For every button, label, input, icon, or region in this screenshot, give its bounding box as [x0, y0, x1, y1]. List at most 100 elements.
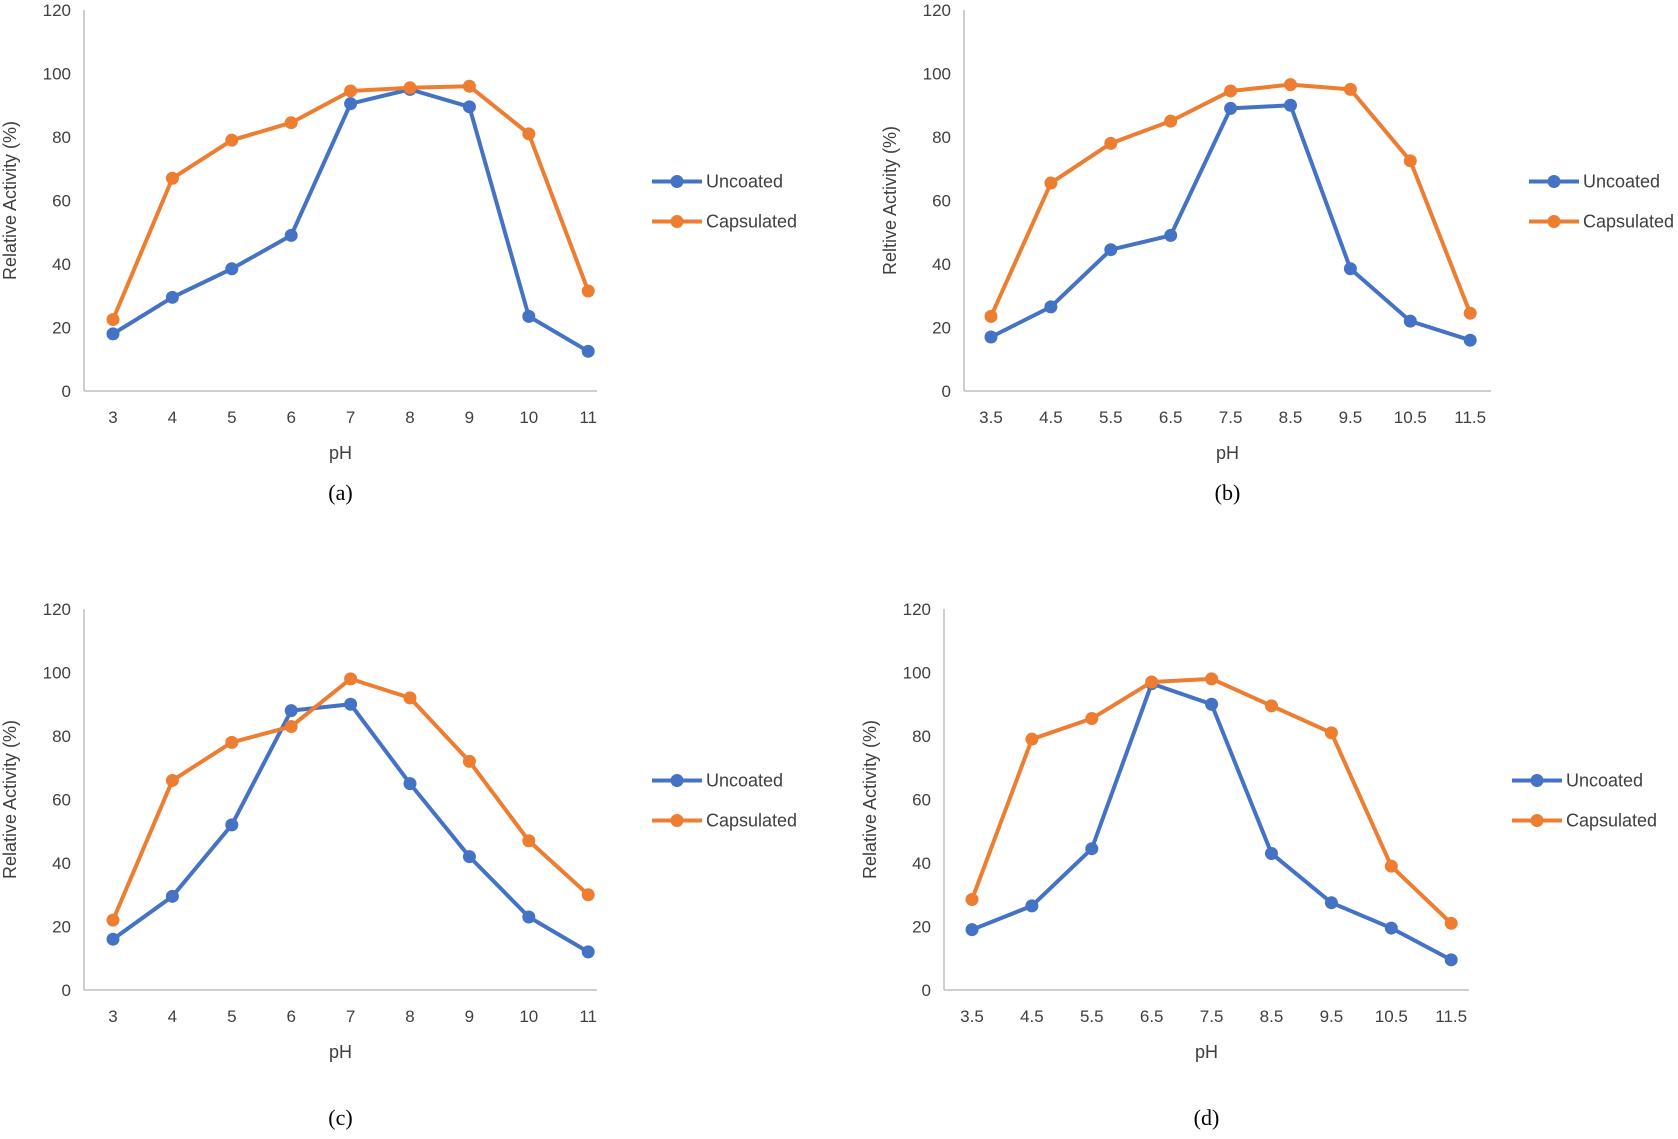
- legend-label-uncoated: Uncoated: [706, 172, 783, 192]
- y-tick-label: 20: [52, 319, 71, 338]
- data-point-capsulated: [522, 127, 536, 141]
- data-point-capsulated: [1205, 672, 1219, 686]
- x-tick-label: 11: [579, 408, 597, 427]
- data-point-uncoated: [106, 932, 120, 946]
- y-tick-label: 0: [922, 981, 931, 1000]
- y-tick-label: 120: [923, 1, 951, 20]
- data-point-uncoated: [284, 228, 298, 242]
- x-tick-label: 4.5: [1020, 1007, 1044, 1026]
- data-point-uncoated: [965, 923, 979, 937]
- y-axis-title: Relative Activity (%): [0, 720, 20, 879]
- series-line-uncoated: [111, 87, 590, 354]
- data-point-uncoated: [1463, 333, 1477, 347]
- data-point-uncoated: [1384, 921, 1398, 935]
- y-tick-label: 40: [52, 854, 71, 873]
- panel-caption: (d): [1194, 1105, 1220, 1130]
- data-point-uncoated: [462, 850, 476, 864]
- data-point-uncoated: [581, 945, 595, 959]
- x-tick-label: 8: [405, 1007, 414, 1026]
- data-point-uncoated: [462, 100, 476, 114]
- data-point-uncoated: [1085, 842, 1099, 856]
- y-tick-label: 40: [52, 255, 71, 274]
- legend-label-uncoated: Uncoated: [1566, 771, 1643, 791]
- y-tick-label: 100: [43, 65, 71, 84]
- series-line-capsulated: [989, 82, 1473, 318]
- x-tick-label: 6: [286, 1007, 295, 1026]
- data-point-uncoated: [1164, 228, 1178, 242]
- x-tick-label: 6: [286, 408, 295, 427]
- chart-panel-d: 0 20 40 60 80 100 120 3.5 4.5 5.5 6.5 7.5 8.5 9.5 10.5…: [860, 600, 1657, 1130]
- data-point-capsulated: [165, 171, 179, 185]
- data-point-uncoated: [1044, 300, 1058, 314]
- data-point-uncoated: [1284, 98, 1297, 112]
- legend-marker-capsulated: [1530, 814, 1544, 827]
- x-tick-label: 11: [579, 1007, 597, 1026]
- y-tick-label: 60: [932, 192, 951, 211]
- data-point-capsulated: [581, 284, 595, 298]
- data-point-uncoated: [165, 889, 179, 903]
- data-point-capsulated: [344, 84, 358, 98]
- panel-caption: (b): [1215, 480, 1241, 505]
- legend-marker-uncoated: [1530, 774, 1544, 787]
- data-point-capsulated: [1444, 916, 1458, 930]
- y-tick-label: 100: [43, 664, 71, 683]
- legend-label-capsulated: Capsulated: [706, 212, 797, 232]
- x-tick-label: 5: [227, 1007, 236, 1026]
- y-tick-label: 0: [942, 382, 951, 401]
- legend-marker-capsulated: [670, 814, 684, 827]
- data-point-capsulated: [284, 116, 298, 130]
- x-tick-label: 3: [108, 408, 117, 427]
- data-point-uncoated: [344, 697, 358, 711]
- x-tick-label: 3.5: [960, 1007, 984, 1026]
- y-tick-label: 120: [43, 600, 71, 619]
- x-tick-label: 10: [519, 1007, 538, 1026]
- chart-panel-a: 0 20 40 60 80 100 120 3 4 5 6 7 8 9 10 11 pH Relative Act…: [0, 1, 797, 505]
- y-axis-title: Relative Activity (%): [860, 720, 880, 879]
- data-point-uncoated: [1343, 262, 1357, 276]
- legend-marker-uncoated: [670, 175, 684, 188]
- data-point-capsulated: [1324, 726, 1338, 740]
- data-point-uncoated: [106, 327, 120, 341]
- series-line-capsulated: [970, 676, 1453, 925]
- data-point-capsulated: [581, 888, 595, 902]
- data-point-capsulated: [106, 313, 120, 327]
- data-point-capsulated: [522, 834, 536, 848]
- y-tick-label: 0: [62, 981, 71, 1000]
- legend-marker-uncoated: [1547, 175, 1561, 188]
- x-tick-label: 5.5: [1099, 408, 1123, 427]
- y-tick-label: 60: [52, 192, 71, 211]
- x-tick-label: 7: [346, 408, 355, 427]
- x-tick-label: 7.5: [1219, 408, 1243, 427]
- x-axis-title: pH: [1195, 1042, 1218, 1062]
- legend-label-capsulated: Capsulated: [1566, 811, 1657, 831]
- data-point-uncoated: [1104, 243, 1118, 257]
- data-point-uncoated: [1265, 846, 1278, 860]
- data-point-uncoated: [225, 262, 239, 276]
- y-tick-label: 120: [43, 1, 71, 20]
- y-axis-title: Reltive Activity (%): [880, 126, 900, 275]
- data-point-uncoated: [1025, 899, 1039, 913]
- y-tick-label: 120: [903, 600, 931, 619]
- data-point-capsulated: [1085, 712, 1099, 726]
- data-point-capsulated: [1145, 675, 1159, 689]
- x-tick-label: 10: [519, 408, 538, 427]
- data-point-uncoated: [1403, 314, 1417, 328]
- data-point-capsulated: [1384, 859, 1398, 873]
- series-line-capsulated: [111, 84, 591, 321]
- x-tick-label: 8: [405, 408, 414, 427]
- data-point-capsulated: [403, 81, 417, 95]
- data-point-uncoated: [165, 290, 179, 304]
- data-point-uncoated: [984, 330, 998, 344]
- chart-panel-c: 0 20 40 60 80 100 120 3 4 5 6 7 8 9 10 11 pH Relative Act…: [0, 600, 797, 1130]
- x-tick-label: 8.5: [1260, 1007, 1284, 1026]
- data-point-capsulated: [1403, 154, 1417, 168]
- x-tick-label: 11.5: [1435, 1007, 1467, 1026]
- x-tick-label: 3.5: [979, 408, 1003, 427]
- x-tick-label: 8.5: [1279, 408, 1303, 427]
- x-axis-title: pH: [1216, 443, 1239, 463]
- chart-panel-b: 0 20 40 60 80 100 120 3.5 4.5 5.5 6.5 7.5 8.5 9.5 10.5…: [880, 1, 1674, 505]
- data-point-uncoated: [1205, 697, 1219, 711]
- data-point-capsulated: [225, 133, 239, 147]
- y-tick-label: 20: [912, 918, 931, 937]
